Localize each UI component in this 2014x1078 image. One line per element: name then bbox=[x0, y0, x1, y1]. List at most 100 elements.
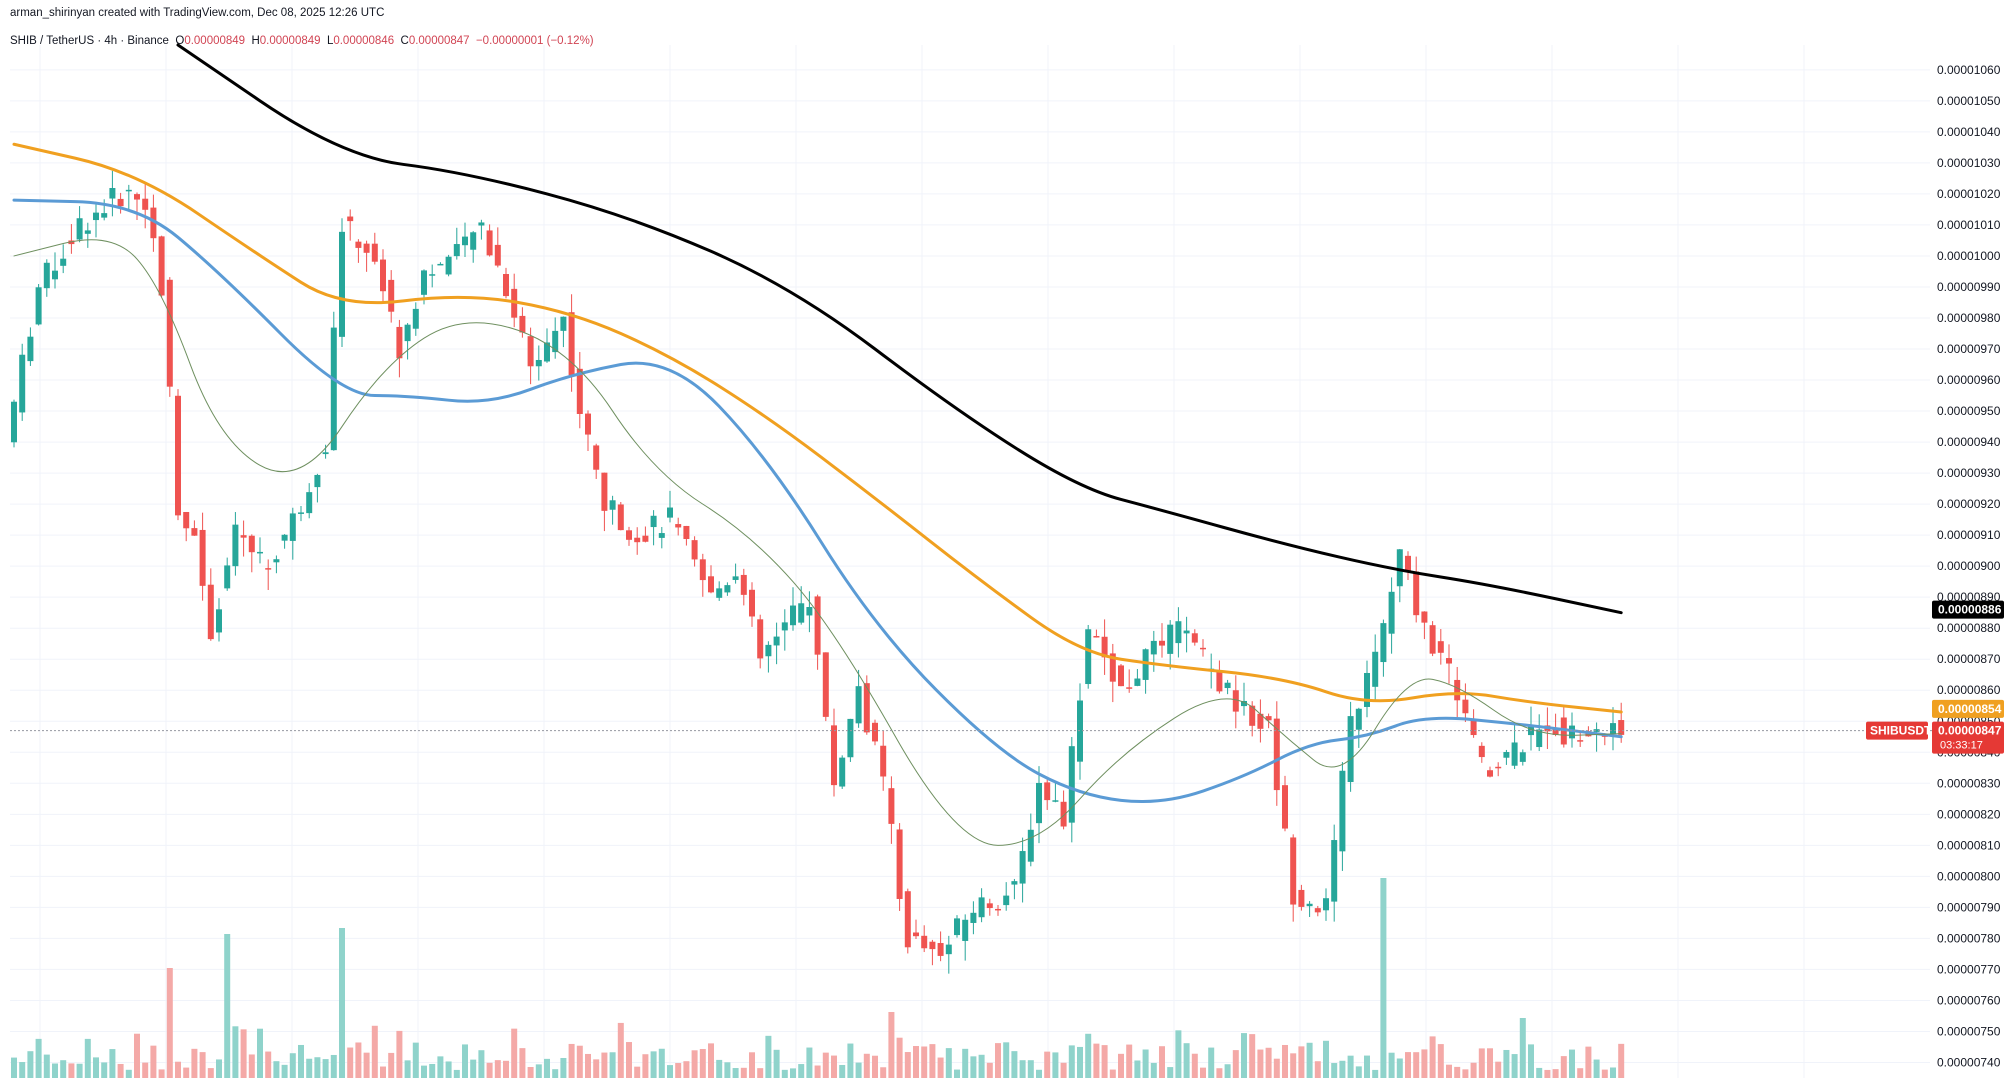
candle-body bbox=[117, 198, 124, 207]
volume-bar bbox=[1323, 1040, 1329, 1078]
volume-bar bbox=[265, 1051, 272, 1078]
candle-body bbox=[626, 530, 632, 540]
candle-body bbox=[1126, 687, 1133, 689]
volume-bar bbox=[142, 1062, 149, 1078]
volume-bar bbox=[1495, 1061, 1502, 1078]
candle-body bbox=[904, 891, 911, 948]
volume-bar bbox=[1429, 1036, 1436, 1078]
candle-body bbox=[478, 222, 485, 226]
volume-bar bbox=[806, 1047, 813, 1078]
volume-bar bbox=[166, 968, 173, 1078]
y-tick-label: 0.00000940 bbox=[1937, 435, 2001, 449]
candle-body bbox=[248, 535, 255, 553]
candle-body bbox=[1331, 840, 1338, 902]
candle-body bbox=[683, 525, 690, 540]
candle-body bbox=[765, 644, 772, 657]
volume-bar bbox=[1396, 1058, 1403, 1078]
y-tick-label: 0.00000980 bbox=[1937, 311, 2001, 325]
y-tick-label: 0.00000750 bbox=[1937, 1024, 2001, 1038]
volume-bar bbox=[1560, 1056, 1567, 1078]
volume-bar bbox=[158, 1069, 165, 1078]
candle-body bbox=[1175, 621, 1182, 644]
volume-bar bbox=[814, 1065, 821, 1078]
volume-bar bbox=[593, 1059, 600, 1078]
volume-bar bbox=[535, 1064, 542, 1078]
candle-body bbox=[535, 359, 542, 367]
moving-average-line bbox=[12, 198, 1623, 803]
candle-body bbox=[1462, 699, 1469, 714]
symbol-legend[interactable]: SHIB / TetherUS · 4h · Binance O0.000008… bbox=[10, 35, 594, 47]
volume-bar bbox=[134, 1033, 140, 1078]
volume-bar bbox=[478, 1050, 485, 1078]
y-tick-label: 0.00000960 bbox=[1937, 373, 2001, 387]
volume-bar bbox=[1306, 1042, 1313, 1078]
volume-bar bbox=[1405, 1052, 1411, 1078]
candle-body bbox=[634, 537, 641, 543]
volume-bar bbox=[740, 1067, 747, 1078]
volume-bar bbox=[1536, 1067, 1543, 1078]
candle-body bbox=[642, 535, 649, 542]
y-tick-label: 0.00000830 bbox=[1937, 776, 2001, 790]
volume-bar bbox=[371, 1025, 378, 1078]
candle-body bbox=[166, 279, 173, 387]
volume-bar bbox=[232, 1026, 239, 1078]
volume-bar bbox=[1167, 1067, 1174, 1078]
volume-bar bbox=[634, 1066, 641, 1078]
volume-bar bbox=[494, 1060, 501, 1078]
volume-bar bbox=[109, 1049, 116, 1078]
volume-bar bbox=[1265, 1047, 1272, 1078]
volume-bar bbox=[1241, 1033, 1247, 1078]
candle-body bbox=[1519, 752, 1526, 762]
candle-body bbox=[716, 588, 723, 598]
volume-bar bbox=[1019, 1060, 1026, 1078]
candle-body bbox=[1314, 908, 1321, 913]
candle-body bbox=[773, 636, 780, 646]
candle-body bbox=[1405, 555, 1411, 571]
price-axis[interactable]: 0.00001060 0.00001050 0.00001040 0.00001030… bbox=[1937, 63, 2001, 1070]
volume-bar bbox=[355, 1042, 362, 1078]
volume-bar bbox=[527, 1067, 534, 1078]
candle-body bbox=[1421, 611, 1428, 623]
candle-body bbox=[257, 551, 263, 554]
volume-bar bbox=[1511, 1054, 1518, 1078]
candle-body bbox=[1610, 723, 1616, 734]
volume-bar bbox=[191, 1048, 198, 1078]
volume-bar bbox=[1118, 1053, 1124, 1078]
volume-bar bbox=[1175, 1030, 1182, 1078]
candle-body bbox=[1290, 837, 1297, 905]
volume-bar bbox=[986, 1062, 993, 1078]
volume-bar bbox=[617, 1022, 624, 1078]
candle-body bbox=[1536, 729, 1543, 748]
candle-body bbox=[1052, 800, 1059, 802]
candle-body bbox=[822, 652, 829, 717]
volume-bar bbox=[1126, 1044, 1133, 1078]
candle-body bbox=[617, 504, 624, 531]
volume-bar bbox=[52, 1063, 58, 1078]
candle-body bbox=[1298, 889, 1305, 907]
volume-bar bbox=[847, 1043, 854, 1078]
candle-body bbox=[1487, 770, 1493, 777]
candle-body bbox=[954, 918, 960, 936]
candle-body bbox=[35, 287, 42, 325]
volume-bar bbox=[43, 1054, 50, 1078]
candle-body bbox=[863, 683, 870, 733]
candle-body bbox=[158, 236, 165, 296]
candle-body bbox=[11, 401, 17, 443]
y-tick-label: 0.00000870 bbox=[1937, 652, 2001, 666]
volume-bar bbox=[995, 1043, 1001, 1078]
volume-bar bbox=[1470, 1062, 1477, 1078]
candle-body bbox=[1323, 898, 1329, 911]
candle-body bbox=[1232, 690, 1239, 712]
candle-body bbox=[740, 574, 747, 595]
volume-bar bbox=[1003, 1042, 1010, 1078]
candle-body bbox=[43, 262, 50, 289]
candle-body bbox=[183, 511, 190, 529]
candle-body bbox=[1446, 658, 1452, 664]
candle-body bbox=[355, 241, 362, 248]
candle-body bbox=[1003, 895, 1010, 906]
volume-bar bbox=[896, 1037, 903, 1078]
volume-bar bbox=[831, 1055, 837, 1078]
candle-body bbox=[1257, 713, 1264, 729]
candle-body bbox=[1142, 649, 1149, 680]
